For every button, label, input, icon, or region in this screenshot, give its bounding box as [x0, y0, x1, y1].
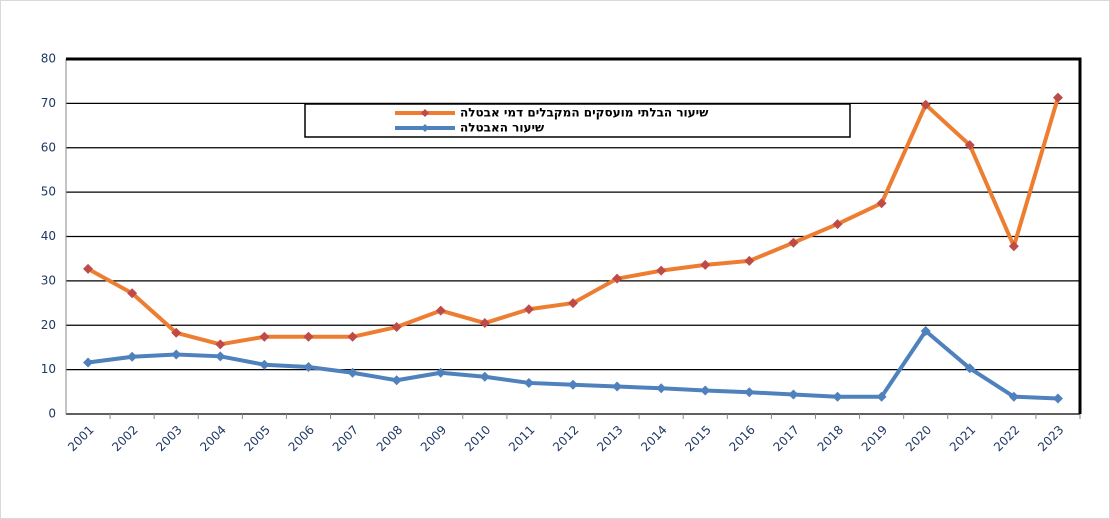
point-marker	[347, 367, 358, 378]
point-marker	[303, 361, 314, 372]
point-marker	[1052, 92, 1063, 103]
y-tick-label: 50	[41, 185, 56, 199]
point-marker	[215, 339, 226, 350]
point-marker	[127, 288, 138, 299]
point-marker	[523, 377, 534, 388]
point-marker	[612, 381, 623, 392]
legend-box	[304, 103, 851, 138]
point-marker	[391, 322, 402, 333]
point-marker	[744, 387, 755, 398]
point-marker	[127, 351, 138, 362]
point-marker	[876, 198, 887, 209]
point-marker	[744, 255, 755, 266]
point-marker	[700, 259, 711, 270]
y-tick-label: 40	[41, 229, 56, 243]
point-marker	[1008, 241, 1019, 252]
legend-label: שיעור הבלתי מועסקים המקבלים דמי אבטלה	[460, 106, 708, 120]
point-marker	[259, 331, 270, 342]
point-marker	[435, 305, 446, 316]
point-marker	[171, 349, 182, 360]
y-tick-label: 30	[41, 273, 56, 287]
y-tick-label: 20	[41, 318, 56, 332]
point-marker	[171, 327, 182, 338]
point-marker	[788, 389, 799, 400]
point-marker	[788, 237, 799, 248]
point-marker	[523, 304, 534, 315]
point-marker	[876, 391, 887, 402]
point-marker	[964, 363, 975, 374]
point-marker	[215, 351, 226, 362]
legend-marker	[421, 109, 429, 117]
point-marker	[347, 331, 358, 342]
point-marker	[1008, 391, 1019, 402]
point-marker	[832, 219, 843, 230]
y-tick-label: 70	[41, 96, 56, 110]
point-marker	[656, 265, 667, 276]
point-marker	[479, 318, 490, 329]
point-marker	[435, 367, 446, 378]
point-marker	[964, 140, 975, 151]
point-marker	[920, 99, 931, 110]
plot-border	[66, 57, 1082, 414]
y-tick-label: 0	[48, 407, 56, 421]
legend-label: שיעור האבטלה	[460, 121, 544, 135]
point-marker	[832, 391, 843, 402]
point-marker	[920, 326, 931, 337]
point-marker	[1052, 393, 1063, 404]
point-marker	[568, 379, 578, 390]
point-marker	[83, 263, 94, 274]
point-marker	[259, 359, 270, 370]
point-marker	[303, 331, 314, 342]
point-marker	[391, 375, 402, 386]
point-marker	[656, 383, 667, 394]
legend-marker	[421, 124, 429, 132]
point-marker	[83, 357, 94, 368]
y-tick-label: 10	[41, 362, 56, 376]
y-tick-label: 60	[41, 140, 56, 154]
y-tick-label: 80	[41, 52, 56, 66]
point-marker	[479, 371, 490, 382]
point-marker	[612, 273, 623, 284]
point-marker	[700, 385, 711, 396]
point-marker	[568, 298, 578, 309]
